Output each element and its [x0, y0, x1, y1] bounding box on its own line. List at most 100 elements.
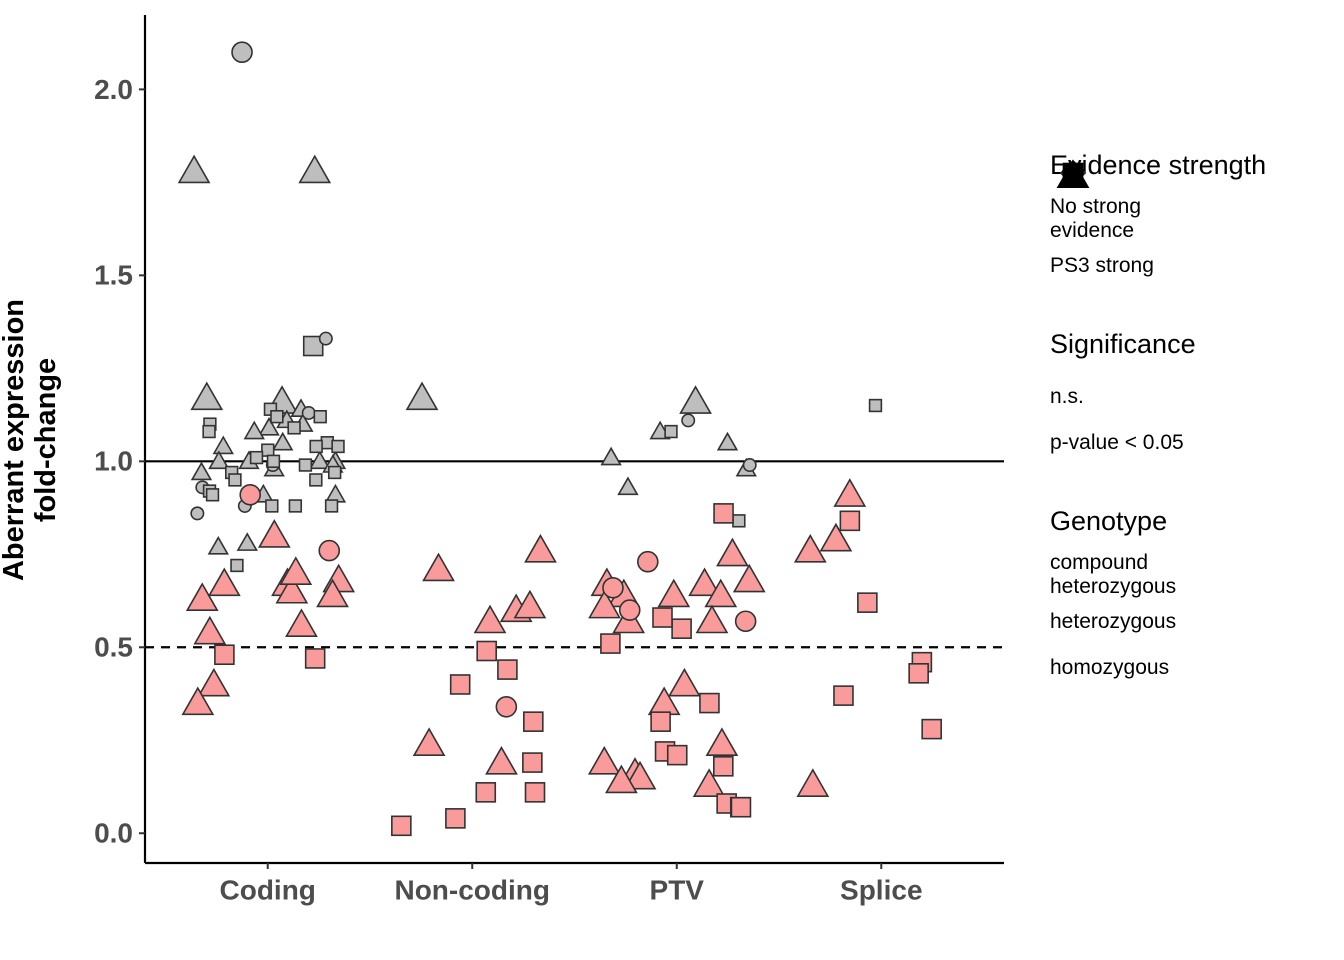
- point: [716, 431, 739, 451]
- point: [265, 499, 279, 513]
- point: [309, 450, 331, 470]
- y-tick-label: 0.5: [94, 632, 133, 663]
- legend-label: n.s.: [1050, 385, 1084, 408]
- point: [214, 644, 235, 666]
- point: [405, 381, 439, 411]
- point: [833, 478, 867, 507]
- point: [524, 533, 557, 563]
- point: [243, 420, 265, 440]
- point: [602, 576, 624, 599]
- point: [185, 582, 219, 611]
- legend-label: compound heterozygous: [1050, 551, 1177, 598]
- legend-label: heterozygous: [1050, 610, 1177, 633]
- point: [671, 618, 692, 639]
- point: [666, 744, 688, 766]
- point: [485, 745, 518, 775]
- point: [301, 405, 316, 420]
- x-tick-label: Splice: [840, 874, 922, 905]
- legend-label: No strong evidence: [1050, 195, 1142, 242]
- point: [302, 335, 324, 357]
- point: [679, 385, 712, 414]
- point: [258, 416, 280, 436]
- y-tick-label: 0.0: [94, 818, 133, 849]
- point: [236, 532, 258, 551]
- point: [193, 615, 227, 645]
- point: [272, 431, 294, 451]
- point: [422, 552, 455, 582]
- point: [298, 458, 313, 472]
- point: [617, 476, 639, 496]
- point: [228, 473, 242, 487]
- point: [908, 663, 929, 684]
- point: [692, 768, 726, 797]
- point: [796, 768, 830, 797]
- point: [190, 381, 224, 411]
- legend-label: PS3 strong: [1050, 254, 1154, 277]
- point: [713, 755, 734, 777]
- point: [327, 465, 342, 480]
- point: [623, 760, 657, 790]
- point: [704, 578, 738, 608]
- point: [652, 607, 673, 628]
- legend-group: Genotype compound heterozygous heterozygou…: [1050, 159, 1340, 691]
- point: [202, 424, 216, 439]
- point: [605, 764, 638, 794]
- point: [275, 574, 309, 604]
- point: [523, 711, 544, 732]
- point: [497, 659, 518, 680]
- point: [730, 796, 752, 818]
- point: [857, 592, 878, 613]
- point: [318, 331, 333, 346]
- legend-label: homozygous: [1050, 656, 1170, 679]
- point: [316, 578, 349, 608]
- legend: Evidence strength No strong evidence PS3 s…: [1050, 150, 1340, 731]
- y-tick-label: 1.5: [94, 260, 133, 291]
- point: [600, 446, 622, 466]
- legend-entry: n.s.: [1050, 166, 1340, 420]
- point: [475, 782, 497, 803]
- point: [208, 450, 230, 470]
- point: [298, 154, 332, 184]
- point: [207, 567, 241, 597]
- point: [495, 695, 518, 718]
- legend-title: Evidence strength: [1050, 150, 1267, 180]
- point: [587, 745, 621, 775]
- point: [190, 461, 213, 481]
- point: [668, 667, 701, 697]
- legend-title: Genotype: [1050, 506, 1168, 536]
- point: [868, 398, 883, 413]
- point: [318, 539, 341, 562]
- point: [239, 483, 262, 506]
- y-tick-label: 2.0: [94, 74, 133, 105]
- y-tick-label: 1.0: [94, 446, 133, 477]
- point: [309, 439, 323, 454]
- point: [230, 558, 244, 573]
- point: [181, 686, 215, 716]
- legend-group: Significance n.s. p-value < 0.05: [1050, 162, 1340, 466]
- point: [249, 450, 264, 465]
- legend-entry: p-value < 0.05: [1050, 162, 1340, 466]
- point: [412, 727, 446, 757]
- point: [473, 604, 507, 634]
- point: [793, 533, 827, 563]
- point: [266, 454, 281, 469]
- point: [716, 537, 749, 567]
- point: [261, 443, 275, 457]
- point: [588, 589, 621, 619]
- point: [734, 610, 757, 633]
- point: [257, 519, 291, 548]
- legend-key: [1062, 162, 1084, 184]
- point: [699, 692, 720, 714]
- point: [331, 439, 345, 454]
- point: [513, 589, 547, 619]
- point: [681, 413, 696, 428]
- point: [197, 667, 231, 697]
- legend-entry: compound heterozygous: [1050, 159, 1340, 599]
- point: [309, 473, 323, 487]
- point: [287, 421, 301, 435]
- legend-entry: No strong evidence: [1050, 159, 1340, 243]
- point: [231, 41, 253, 63]
- point: [705, 727, 739, 757]
- point: [205, 488, 220, 502]
